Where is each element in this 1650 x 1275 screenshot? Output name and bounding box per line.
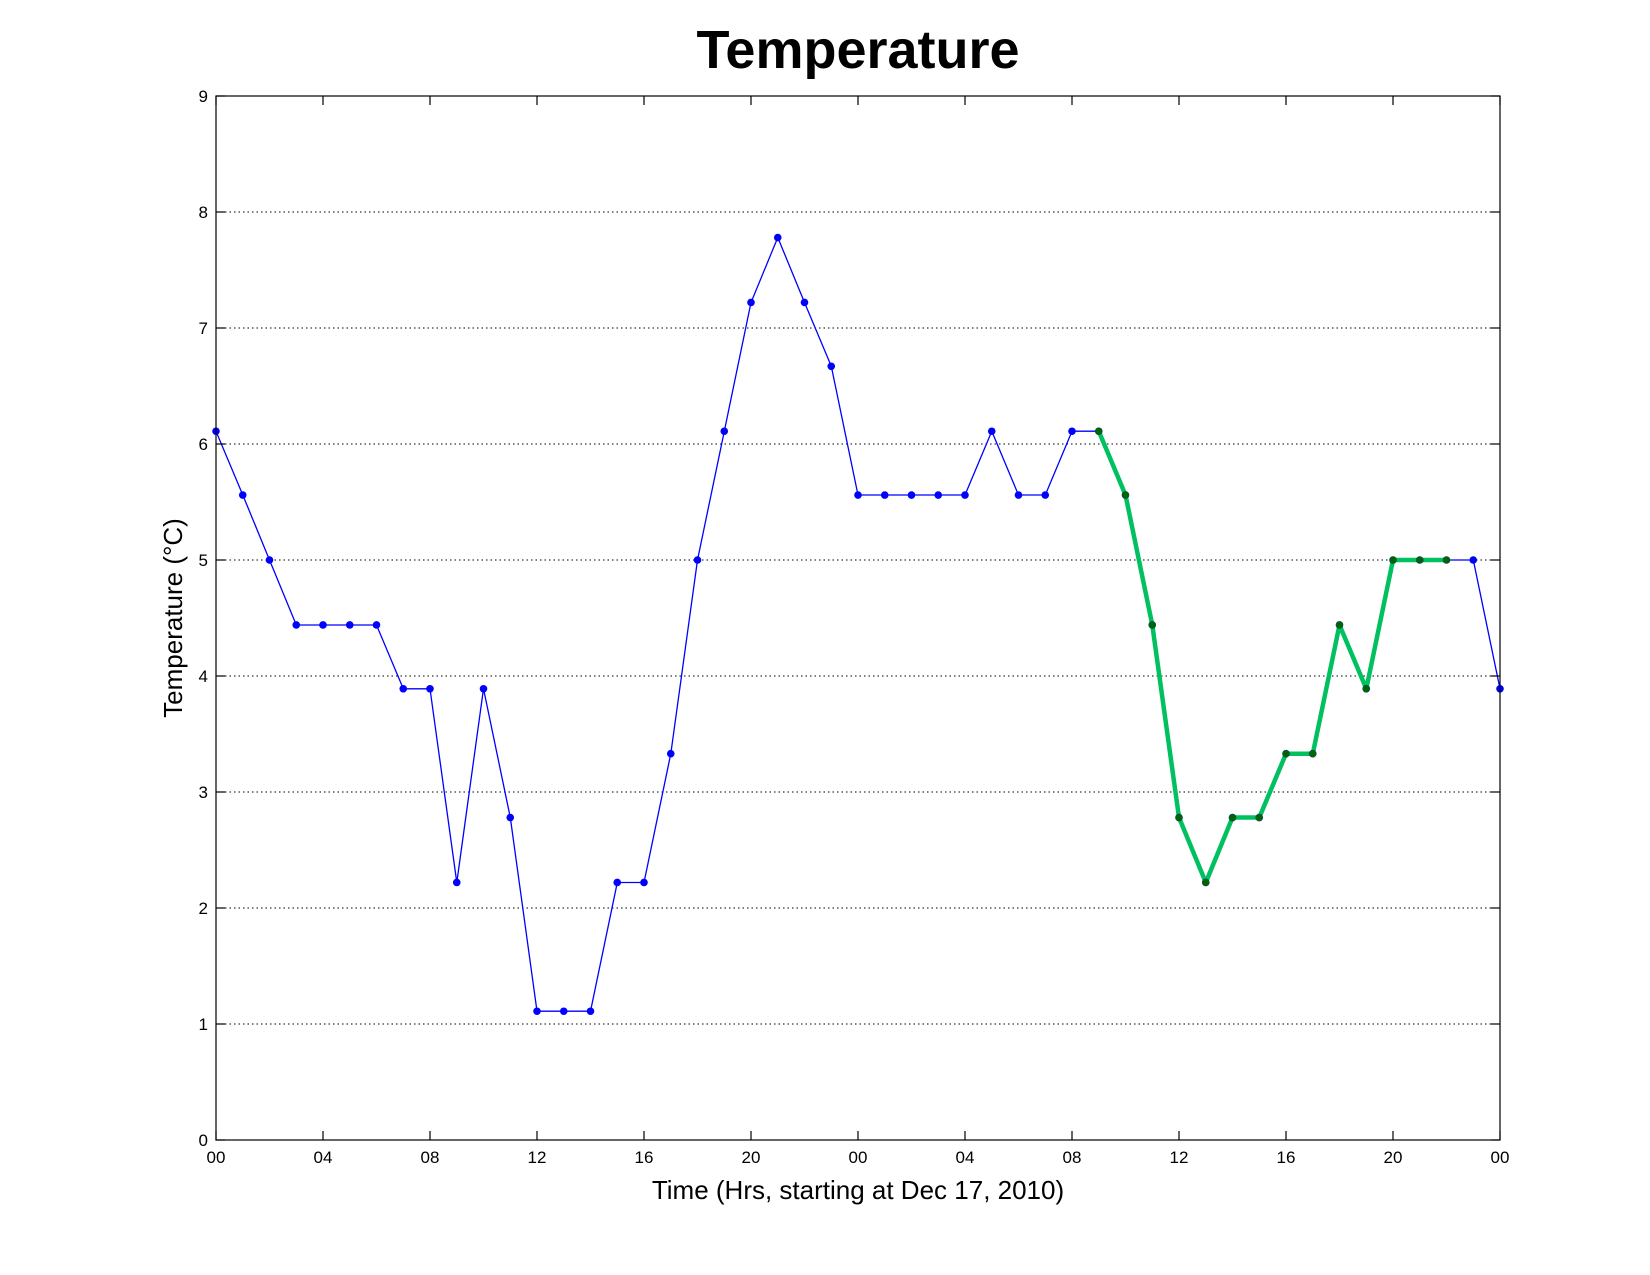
data-point: [372, 621, 381, 629]
x-tick-label: 20: [742, 1148, 761, 1167]
series-line: [215, 236, 1501, 1012]
data-point: [1148, 621, 1156, 629]
y-tick-label: 5: [199, 551, 208, 570]
data-point: [1014, 491, 1023, 499]
y-axis-label: Temperature (°C): [158, 518, 188, 718]
plot-frame: [215, 95, 1501, 1141]
x-tick-label: 00: [1491, 1148, 1510, 1167]
grid-lines: [216, 211, 1500, 1025]
data-point: [265, 556, 274, 564]
data-point: [1121, 491, 1130, 499]
x-tick-label: 08: [421, 1148, 440, 1167]
data-point: [800, 298, 809, 307]
data-point: [319, 621, 327, 629]
x-tick-label: 08: [1063, 1148, 1082, 1167]
y-tick-label: 3: [199, 783, 208, 802]
data-point: [666, 749, 675, 758]
y-tick-label: 2: [199, 899, 208, 918]
data-point: [907, 491, 916, 499]
series-line: [1096, 430, 1447, 885]
data-point: [1175, 813, 1183, 822]
x-axis-label: Time (Hrs, starting at Dec 17, 2010): [652, 1175, 1064, 1205]
data-point: [1255, 813, 1263, 822]
x-tick-label: 12: [1170, 1148, 1189, 1167]
data-point: [1202, 878, 1210, 887]
y-tick-label: 6: [199, 435, 208, 454]
data-point: [1095, 427, 1103, 435]
data-point: [934, 491, 943, 499]
data-point: [533, 1007, 541, 1016]
data-point: [720, 427, 729, 436]
x-tick-label: 16: [635, 1148, 654, 1167]
data-point: [693, 556, 702, 564]
data-point: [559, 1007, 568, 1016]
data-point: [426, 684, 434, 693]
data-point: [1068, 427, 1076, 436]
data-point: [1282, 750, 1290, 758]
chart-title: Temperature: [696, 20, 1019, 80]
data-point: [827, 362, 836, 371]
data-point: [747, 298, 755, 307]
x-tick-label: 04: [956, 1148, 975, 1167]
data-point: [773, 233, 782, 242]
data-point: [1442, 556, 1451, 564]
data-point: [452, 878, 461, 887]
y-tick-label: 7: [199, 319, 208, 338]
data-point: [479, 684, 488, 693]
x-tick-label: 00: [849, 1148, 868, 1167]
y-tick-label: 4: [199, 667, 208, 686]
data-point: [399, 684, 408, 693]
data-point: [1416, 556, 1424, 564]
data-point: [345, 621, 354, 629]
y-tick-label: 8: [199, 203, 208, 222]
data-point: [1389, 556, 1397, 564]
x-tick-label: 20: [1384, 1148, 1403, 1167]
x-tick-label: 04: [314, 1148, 333, 1167]
data-point: [880, 491, 889, 499]
data-point: [1335, 621, 1344, 629]
y-tick-label: 9: [199, 87, 208, 106]
data-point: [1469, 556, 1478, 564]
x-tick-label: 00: [207, 1148, 226, 1167]
data-point: [961, 491, 969, 499]
data-point: [640, 878, 648, 887]
data-point: [1041, 491, 1050, 499]
y-tick-label: 1: [199, 1015, 208, 1034]
y-tick-label: 0: [199, 1131, 208, 1150]
data-point: [854, 491, 862, 499]
data-point: [292, 621, 301, 629]
data-point: [586, 1007, 595, 1016]
data-point: [613, 878, 622, 887]
data-point: [987, 427, 996, 436]
data-point: [1362, 685, 1370, 693]
data-point: [1228, 813, 1237, 822]
series-layer: [212, 233, 1504, 1016]
x-tick-label: 12: [528, 1148, 547, 1167]
data-point: [506, 813, 515, 822]
data-point: [238, 491, 247, 499]
x-tick-label: 16: [1277, 1148, 1296, 1167]
data-point: [1309, 750, 1317, 758]
